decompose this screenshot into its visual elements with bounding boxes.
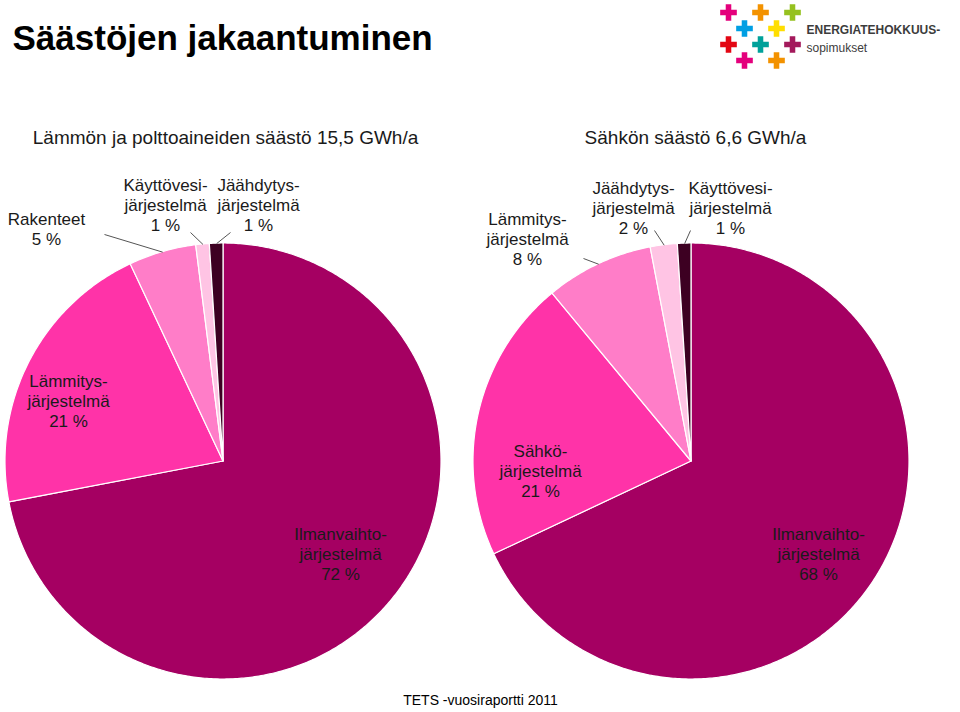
svg-text:Jäähdytys-järjestelmä2 %: Jäähdytys-järjestelmä2 % [591, 179, 675, 239]
svg-text:Ilmanvaihto-järjestelmä68 %: Ilmanvaihto-järjestelmä68 % [772, 525, 865, 585]
svg-text:Rakenteet5 %: Rakenteet5 % [8, 210, 86, 249]
svg-text:Lämmön ja polttoaineiden sääst: Lämmön ja polttoaineiden säästö 15,5 GWh… [33, 127, 419, 148]
svg-text:Säästöjen jakaantuminen: Säästöjen jakaantuminen [13, 18, 433, 57]
svg-text:Ilmanvaihto-järjestelmä72 %: Ilmanvaihto-järjestelmä72 % [294, 525, 387, 585]
svg-text:Lämmitys-järjestelmä21 %: Lämmitys-järjestelmä21 % [26, 372, 110, 432]
svg-text:Sähkö-järjestelmä21 %: Sähkö-järjestelmä21 % [498, 442, 582, 502]
svg-text:Sähkön säästö 6,6 GWh/a: Sähkön säästö 6,6 GWh/a [585, 127, 807, 148]
svg-text:TETS -vuosiraportti 2011: TETS -vuosiraportti 2011 [403, 692, 558, 708]
svg-text:Jäähdytys-järjestelmä1 %: Jäähdytys-järjestelmä1 % [216, 176, 300, 236]
svg-text:Käyttövesi-järjestelmä1 %: Käyttövesi-järjestelmä1 % [688, 179, 772, 239]
svg-text:sopimukset: sopimukset [807, 41, 868, 55]
svg-text:Käyttövesi-järjestelmä1 %: Käyttövesi-järjestelmä1 % [123, 176, 207, 236]
svg-text:Lämmitys-järjestelmä8 %: Lämmitys-järjestelmä8 % [485, 210, 569, 270]
svg-text:ENERGIATEHOKKUUS-: ENERGIATEHOKKUUS- [807, 23, 941, 37]
